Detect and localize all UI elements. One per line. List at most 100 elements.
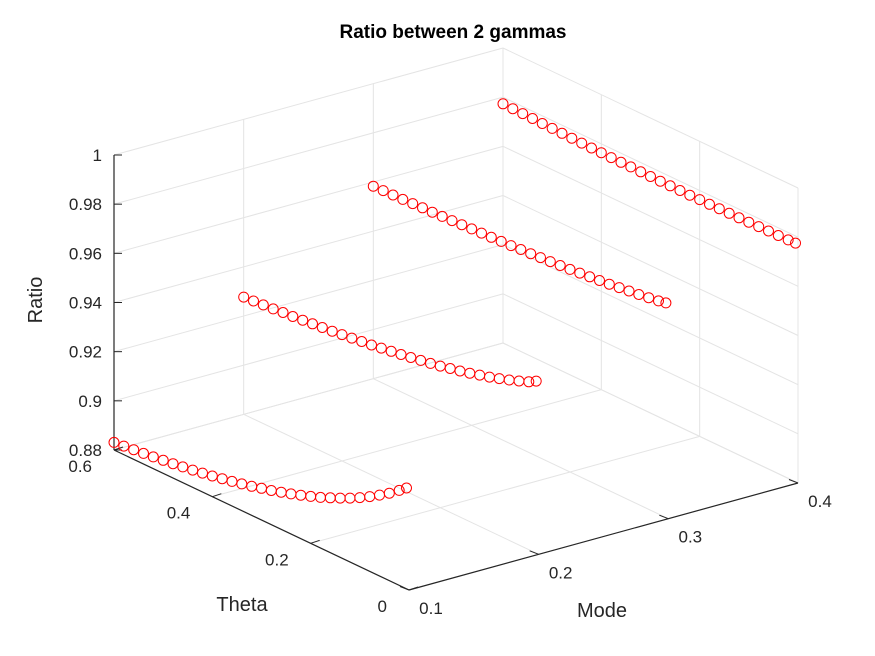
data-point-marker [415, 354, 427, 366]
y-tick-label: 0 [378, 597, 387, 616]
data-point-marker [485, 231, 497, 243]
data-point-marker [356, 336, 368, 347]
x-tick-mark [529, 550, 539, 555]
data-point-marker [297, 314, 309, 326]
data-point-marker [446, 215, 458, 227]
data-point-marker [645, 171, 656, 182]
data-point-marker [128, 444, 140, 456]
marker-layer [108, 98, 801, 504]
chart-title: Ratio between 2 gammas [339, 22, 566, 43]
data-point-marker [377, 185, 389, 197]
back-wall-gridline [113, 244, 504, 353]
data-point-marker [346, 332, 358, 344]
data-point-marker [466, 223, 478, 235]
data-point-marker [366, 339, 377, 351]
y-tick-label: 0.4 [167, 504, 191, 523]
data-point-marker [643, 292, 655, 304]
data-point-marker [118, 440, 130, 452]
floor-gridline [310, 435, 700, 544]
data-point-marker [713, 203, 725, 215]
x-tick-mark [399, 586, 410, 591]
data-point-marker [556, 127, 568, 139]
data-point-marker [525, 248, 537, 260]
data-point-marker [495, 235, 507, 247]
side-wall-gridline [502, 47, 799, 189]
data-point-marker [436, 210, 448, 222]
data-point-marker [674, 185, 686, 196]
data-point-marker [248, 295, 259, 307]
data-point-marker [375, 342, 387, 354]
data-point-marker [407, 198, 419, 210]
side-wall-gridline [502, 244, 799, 386]
x-tick-label: 0.1 [419, 599, 443, 618]
data-point-marker [633, 289, 645, 300]
data-point-marker [385, 345, 397, 357]
x-tick-mark [659, 514, 669, 520]
y-axis-label: Theta [216, 594, 268, 616]
data-point-marker [694, 194, 706, 206]
data-point-marker [401, 482, 412, 494]
floor-gridline [373, 378, 669, 520]
back-wall-gridline [113, 293, 504, 402]
y-tick-mark [310, 539, 320, 544]
data-point-marker [584, 271, 596, 283]
y-tick-label: 0.2 [265, 550, 289, 569]
data-point-marker [167, 458, 179, 470]
x-tick-mark [788, 479, 799, 484]
data-point-marker [790, 237, 801, 249]
data-point-marker [763, 225, 774, 237]
data-point-marker [564, 263, 576, 275]
back-wall-gridline [113, 342, 504, 451]
data-point-marker [574, 267, 586, 279]
data-point-marker [523, 376, 535, 388]
data-point-marker [625, 161, 637, 173]
data-point-marker [654, 175, 666, 187]
data-point-marker [287, 311, 299, 322]
floor-gridline [212, 389, 602, 498]
data-point-marker [544, 256, 556, 268]
data-point-marker [515, 244, 527, 255]
data-point-marker [187, 464, 199, 476]
side-wall-gridline [502, 96, 799, 238]
data-point-marker [277, 307, 289, 318]
data-point-marker [206, 470, 218, 482]
x-axis-label: Mode [577, 600, 627, 622]
data-point-marker [316, 322, 328, 333]
data-point-marker [623, 285, 635, 297]
data-point-marker [782, 234, 794, 246]
data-point-marker [507, 103, 519, 115]
data-point-marker [530, 375, 542, 387]
data-point-marker [615, 156, 627, 168]
z-tick-label: 0.94 [69, 294, 102, 313]
back-wall-gridline [113, 96, 504, 205]
data-point-marker [383, 487, 395, 499]
data-point-marker [336, 329, 348, 341]
data-point-marker [147, 451, 159, 463]
data-point-marker [157, 454, 169, 466]
data-point-marker [367, 180, 379, 192]
data-point-marker [772, 230, 784, 241]
data-point-marker [527, 113, 538, 124]
data-point-marker [257, 299, 269, 311]
data-point-marker [197, 467, 208, 479]
side-wall-gridline [502, 293, 799, 435]
data-point-marker [405, 352, 417, 363]
data-point-marker [664, 180, 676, 192]
data-point-marker [733, 212, 745, 224]
data-point-marker [395, 349, 407, 360]
z-tick-label: 0.98 [69, 195, 102, 214]
data-point-marker [576, 137, 588, 149]
data-point-marker [177, 461, 189, 473]
data-point-marker [505, 240, 517, 252]
data-point-marker [743, 216, 755, 228]
data-point-marker [267, 303, 279, 315]
data-point-marker [613, 282, 625, 294]
floor-gridline [243, 413, 539, 555]
data-point-marker [238, 291, 250, 303]
grid-layer [113, 47, 799, 591]
side-wall-gridline [502, 342, 799, 484]
data-point-marker [425, 357, 436, 369]
data-point-marker [517, 108, 529, 120]
